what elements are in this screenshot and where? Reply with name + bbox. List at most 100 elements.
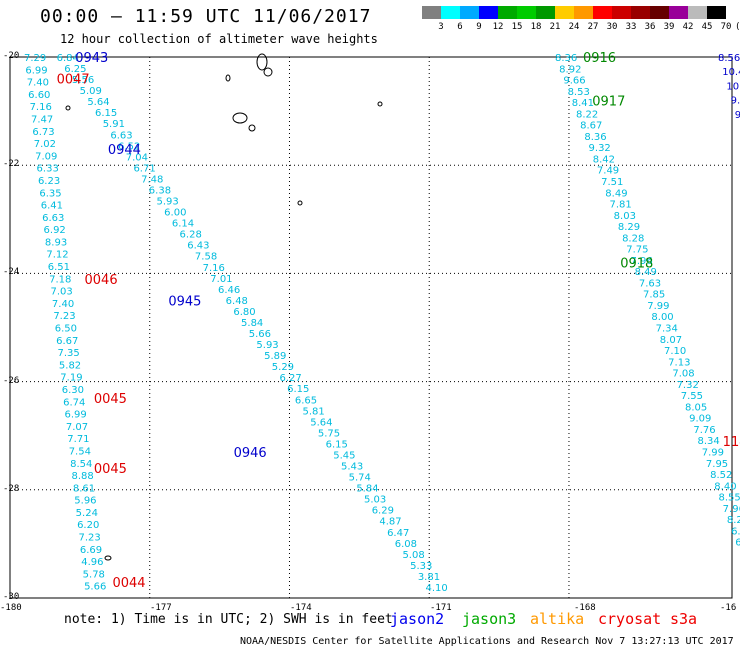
wave-height-value: 7.99 <box>647 301 669 312</box>
wave-height-value: 5.45 <box>333 450 355 461</box>
wave-height-value: 6.48 <box>226 296 248 307</box>
wave-height-value: 6.28 <box>180 230 202 241</box>
lon-tick-label: -16 <box>720 603 737 613</box>
wave-height-value: 6.99 <box>731 526 740 537</box>
pass-time-label: 0917 <box>592 94 625 109</box>
wave-height-value: 7.85 <box>643 290 665 301</box>
wave-height-value: 8.49 <box>635 267 657 278</box>
wave-height-value: 5.74 <box>349 473 371 484</box>
wave-height-value: 7.54 <box>69 446 91 457</box>
wave-height-value: 8.05 <box>685 402 707 413</box>
wave-height-value: 6.15 <box>287 384 309 395</box>
wave-height-value: 5.78 <box>83 569 105 580</box>
wave-height-value: 5.24 <box>76 508 98 519</box>
wave-height-value: 5.56 <box>72 75 94 86</box>
wave-height-value: 7.02 <box>34 139 56 150</box>
pass-time-label: 0047 <box>57 73 90 88</box>
wave-height-value: 5.89 <box>264 351 286 362</box>
wave-height-value: 7.40 <box>27 78 49 89</box>
wave-height-value: 7.08 <box>672 369 694 380</box>
wave-height-value: 8.28 <box>622 233 644 244</box>
wave-height-value: 3.81 <box>418 572 440 583</box>
wave-height-value: 8.36 <box>555 53 577 64</box>
island-outline <box>377 101 383 107</box>
wave-height-value: 9.09 <box>689 414 711 425</box>
wave-height-value: 8.54 <box>70 459 92 470</box>
colorbar-label: 12 <box>492 22 504 32</box>
wave-height-value: 6.00 <box>164 208 186 219</box>
wave-height-value: 6.23 <box>38 176 60 187</box>
wave-height-value: 6.94 <box>735 538 740 549</box>
wave-height-value: 7.23 <box>78 533 100 544</box>
wave-height-value: 6.67 <box>56 336 78 347</box>
wave-height-value: 9.72 <box>735 110 740 121</box>
wave-height-value: 6.50 <box>55 324 77 335</box>
lon-tick-label: -168 <box>574 603 596 613</box>
wave-height-value: 5.64 <box>87 97 109 108</box>
map-footer: NOAA/NESDIS Center for Satellite Applica… <box>240 636 734 647</box>
colorbar-swatch <box>631 6 650 19</box>
island-outline <box>248 124 256 132</box>
wave-height-value: 6.51 <box>48 262 70 273</box>
wave-height-value: 5.66 <box>249 329 271 340</box>
wave-height-value: 7.81 <box>609 200 631 211</box>
wave-height-value: 6.08 <box>395 539 417 550</box>
lat-tick-label: -26 <box>3 375 20 386</box>
wave-height-value: 6.73 <box>32 127 54 138</box>
wave-height-value: 10.42 <box>722 67 740 78</box>
wave-height-value: 7.48 <box>141 174 163 185</box>
wave-height-value: 7.95 <box>706 459 728 470</box>
wave-height-value: 6.63 <box>110 130 132 141</box>
wave-height-value: 7.55 <box>681 391 703 402</box>
wave-height-value: 7.99 <box>702 447 724 458</box>
wave-height-value: 7.47 <box>31 114 53 125</box>
wave-height-value: 10.28 <box>726 81 740 92</box>
wave-height-value: 6.15 <box>95 108 117 119</box>
wave-height-value: 8.07 <box>660 335 682 346</box>
lat-tick-label: -30 <box>3 592 20 602</box>
wave-height-value: 8.22 <box>576 109 598 120</box>
wave-height-value: 7.01 <box>210 274 232 285</box>
colorbar-swatch <box>441 6 460 19</box>
legend-satellite: s3a <box>670 610 698 628</box>
wave-height-value: 6.80 <box>233 307 255 318</box>
wave-height-value: 7.13 <box>668 357 690 368</box>
colorbar-swatch <box>498 6 517 19</box>
wave-height-value: 6.27 <box>279 373 301 384</box>
lon-tick-label: -171 <box>430 603 452 613</box>
lat-tick-label: -28 <box>3 483 20 494</box>
wave-height-value: 6.47 <box>387 528 409 539</box>
wave-height-value: 7.29 <box>24 53 46 64</box>
legend-satellite: jason2 <box>390 610 445 628</box>
lon-tick-label: -174 <box>290 603 312 613</box>
wave-height-value: 6.15 <box>326 439 348 450</box>
wave-height-value: 6.65 <box>295 395 317 406</box>
wave-height-value: 5.84 <box>356 484 378 495</box>
colorbar-swatch <box>574 6 593 19</box>
colorbar-label: 24 <box>568 22 580 32</box>
wave-height-value: 7.71 <box>67 434 89 445</box>
wave-height-value: 5.29 <box>272 362 294 373</box>
wave-height-value: 8.92 <box>559 64 581 75</box>
wave-height-value: 8.56 <box>718 53 740 64</box>
wave-height-value: 6.74 <box>63 397 85 408</box>
wave-height-value: 7.35 <box>58 348 80 359</box>
wave-height-value: 8.34 <box>698 436 720 447</box>
wave-height-value: 9.32 <box>589 143 611 154</box>
wave-height-value: 6.20 <box>77 520 99 531</box>
wave-height-value: 5.33 <box>410 561 432 572</box>
pass-time-label: 0918 <box>620 257 653 272</box>
wave-height-value: 5.09 <box>80 86 102 97</box>
wave-height-value: 6.30 <box>62 385 84 396</box>
pass-time-label: 0945 <box>168 294 201 309</box>
wave-height-value: 7.03 <box>51 287 73 298</box>
legend-satellite: jason3 <box>462 610 517 628</box>
island-outline <box>225 74 231 82</box>
pass-time-label: 0944 <box>108 143 141 158</box>
wave-height-value: 5.64 <box>310 417 332 428</box>
colorbar-label: (ft) <box>735 22 740 32</box>
wave-height-value: 6.46 <box>218 285 240 296</box>
colorbar-label: 45 <box>701 22 713 32</box>
wave-height-value: 8.29 <box>618 222 640 233</box>
wave-height-value: 6.43 <box>187 241 209 252</box>
